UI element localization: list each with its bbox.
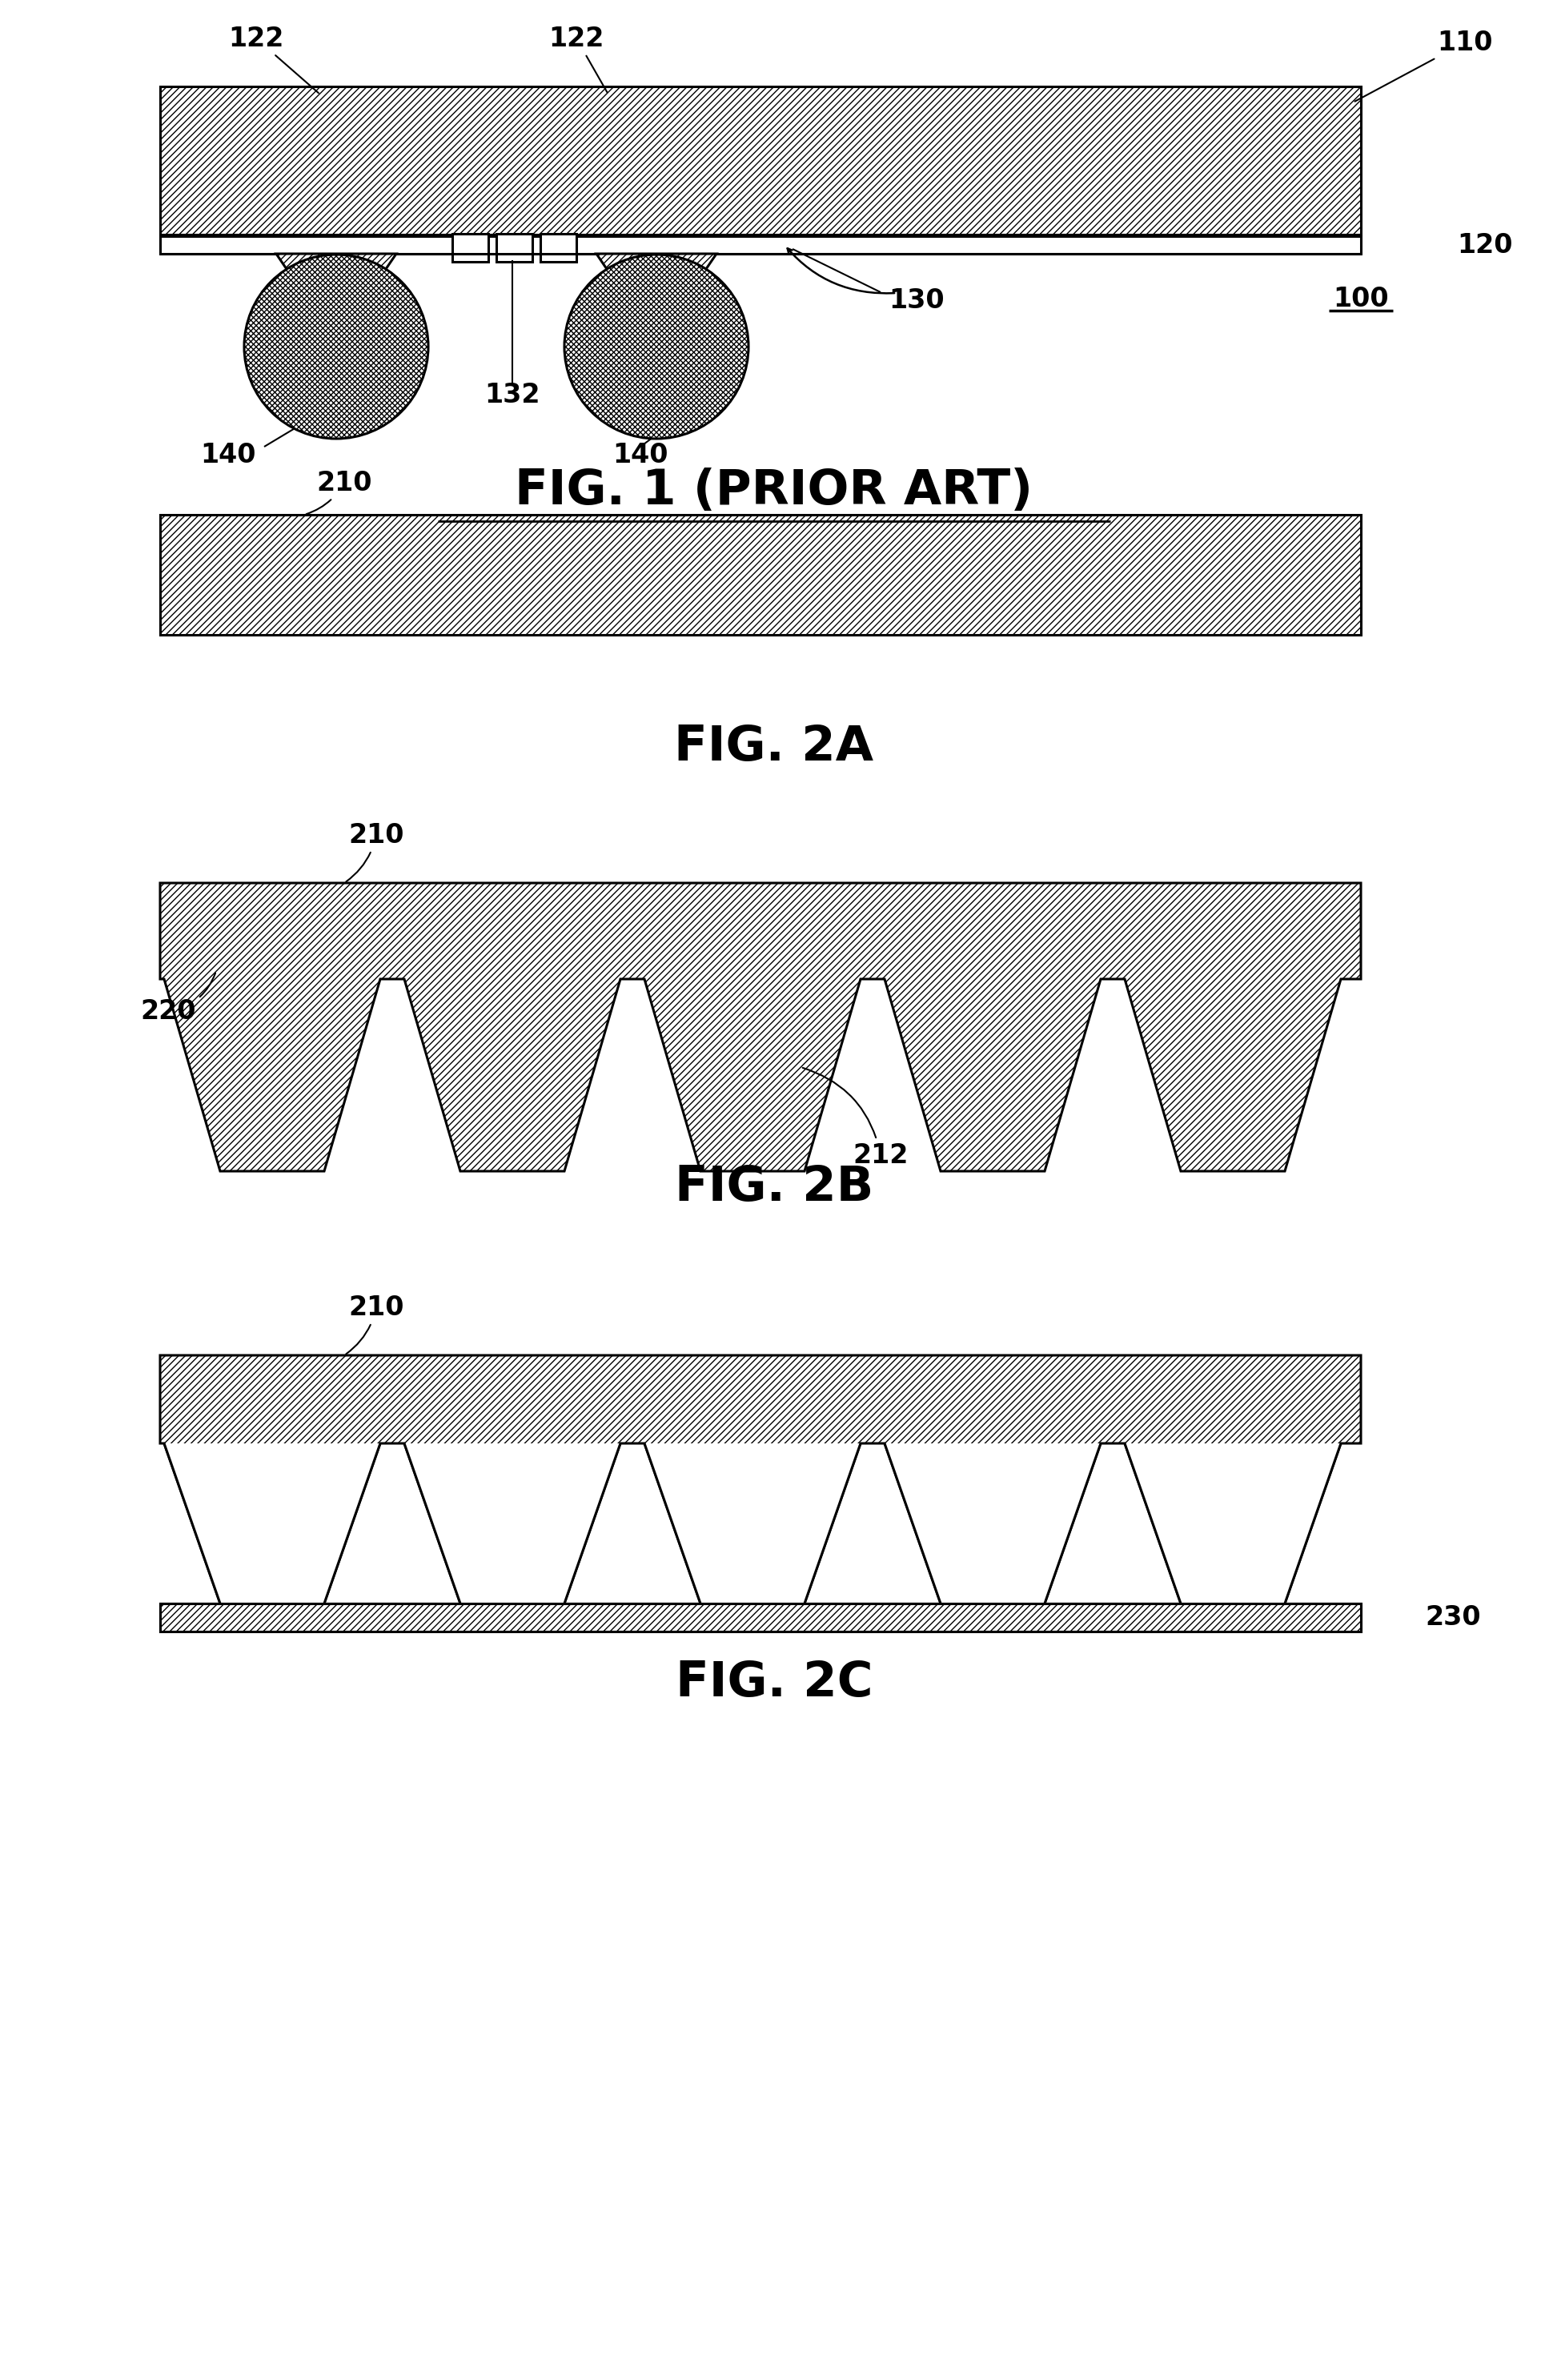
Polygon shape [276, 255, 397, 271]
Text: 210: 210 [345, 821, 404, 881]
Text: 220: 220 [141, 973, 215, 1023]
Text: 100: 100 [1334, 286, 1389, 312]
Polygon shape [644, 1442, 861, 1604]
Polygon shape [164, 1442, 380, 1604]
Text: FIG. 2B: FIG. 2B [675, 1164, 874, 1211]
Text: 230: 230 [1425, 1604, 1481, 1630]
Circle shape [245, 255, 428, 438]
Polygon shape [1125, 1442, 1341, 1604]
Bar [160, 514, 1362, 635]
Text: 140: 140 [612, 443, 668, 469]
Bar [496, 233, 533, 262]
Text: 122: 122 [548, 26, 607, 93]
Text: 122: 122 [228, 26, 319, 93]
Text: 110: 110 [1355, 29, 1493, 102]
Text: FIG. 2A: FIG. 2A [674, 724, 874, 771]
Text: 210: 210 [307, 469, 372, 514]
Text: 212: 212 [802, 1069, 908, 1169]
Text: 132: 132 [485, 381, 541, 407]
Bar [160, 1604, 1362, 1633]
Text: 120: 120 [1458, 231, 1512, 257]
Polygon shape [160, 1354, 1362, 1604]
Text: 140: 140 [200, 443, 256, 469]
Polygon shape [884, 1442, 1101, 1604]
Circle shape [564, 255, 748, 438]
Bar [452, 233, 488, 262]
Text: FIG. 1 (PRIOR ART): FIG. 1 (PRIOR ART) [516, 466, 1033, 514]
Bar [160, 1604, 1362, 1633]
Polygon shape [596, 255, 717, 271]
Bar [160, 86, 1362, 236]
Polygon shape [160, 883, 1362, 1171]
Bar [160, 236, 1362, 255]
Text: 210: 210 [345, 1295, 404, 1354]
Polygon shape [404, 1442, 621, 1604]
Bar [541, 233, 576, 262]
Text: 130: 130 [889, 288, 945, 314]
Text: FIG. 2C: FIG. 2C [675, 1659, 872, 1706]
